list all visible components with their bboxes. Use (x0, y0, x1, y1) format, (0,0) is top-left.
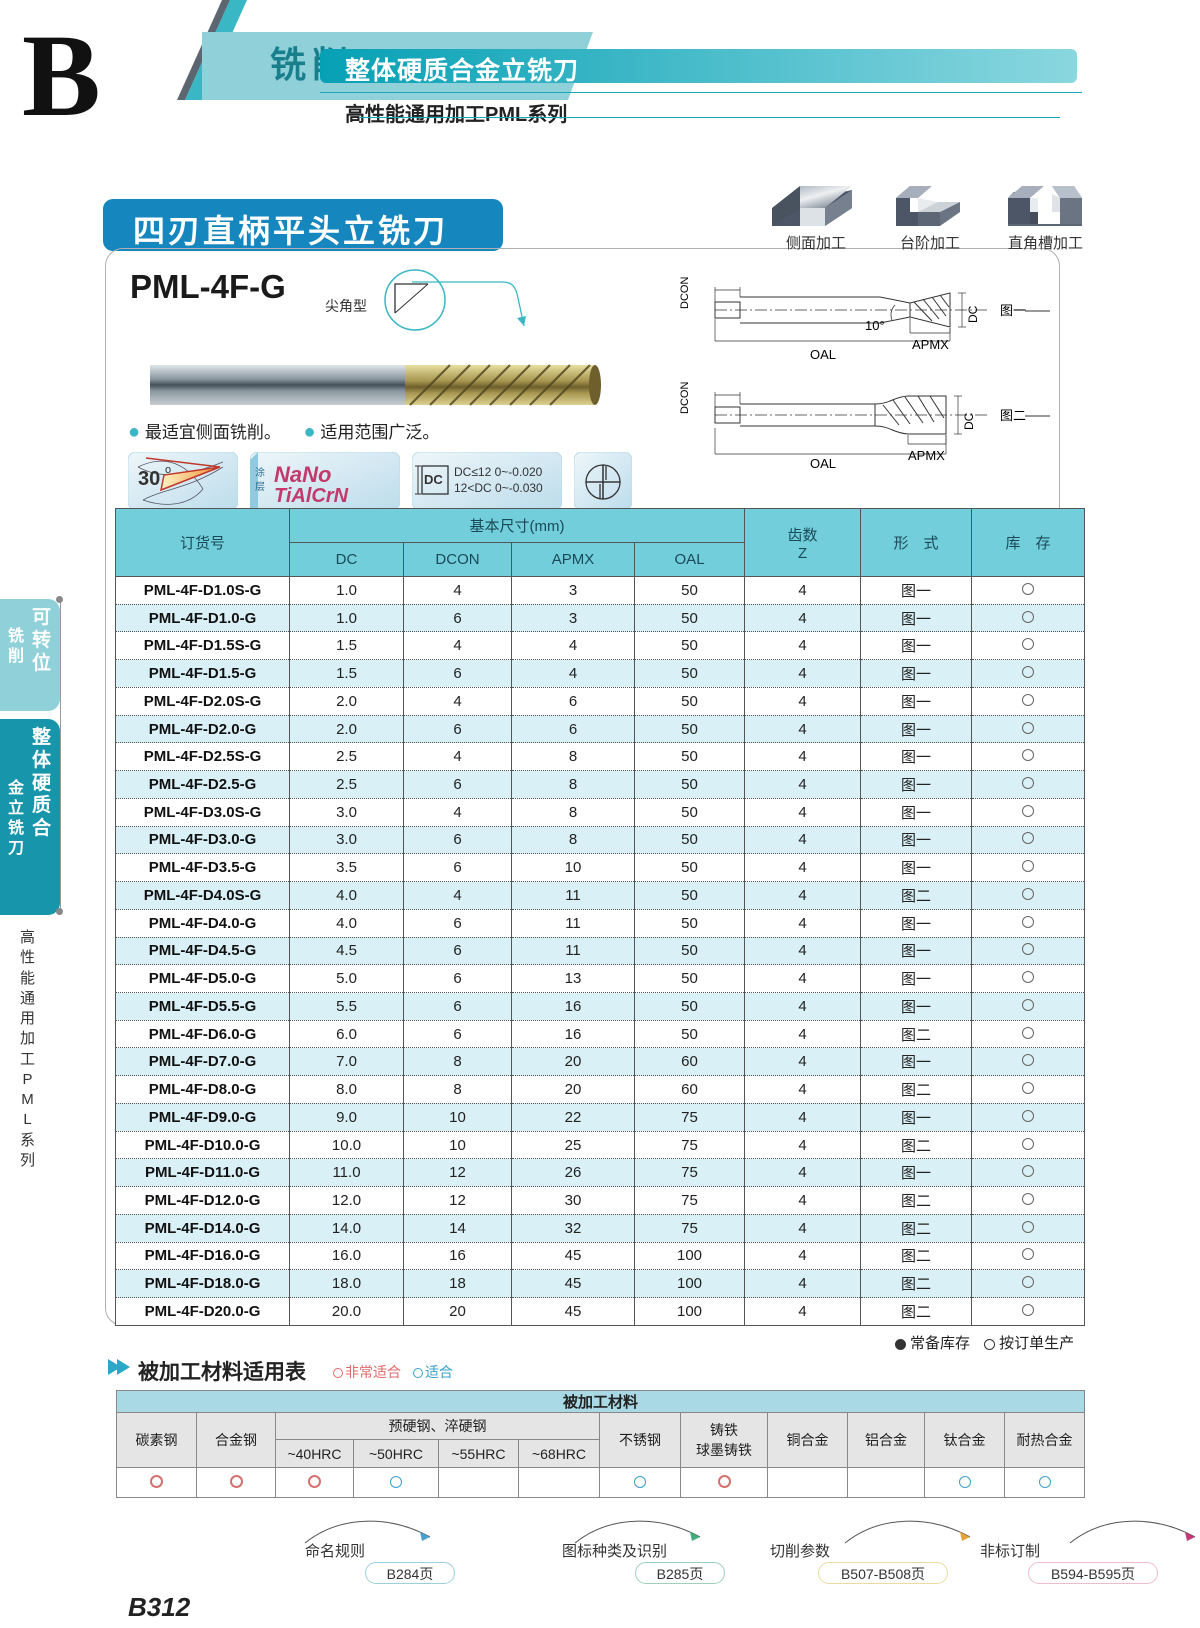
svg-text:DC≤12 0~-0.020: DC≤12 0~-0.020 (454, 465, 543, 479)
svg-text:DC: DC (962, 412, 976, 430)
svg-text:图一: 图一 (1000, 303, 1026, 318)
svg-text:30: 30 (138, 468, 160, 490)
svg-text:NaNo: NaNo (274, 462, 331, 487)
svg-text:DCON: DCON (680, 277, 691, 309)
svg-text:DC: DC (966, 305, 980, 323)
svg-text:12<DC 0~-0.030: 12<DC 0~-0.030 (454, 481, 543, 495)
svg-text:DCON: DCON (680, 382, 691, 414)
svg-text:APMX: APMX (912, 337, 949, 352)
svg-text:DC: DC (424, 472, 443, 487)
svg-text:涂: 涂 (255, 466, 265, 479)
svg-text:o: o (165, 464, 171, 476)
svg-text:APMX: APMX (908, 448, 945, 463)
svg-text:图二: 图二 (1000, 408, 1026, 423)
svg-text:10°: 10° (865, 318, 885, 333)
svg-text:OAL: OAL (810, 456, 836, 470)
svg-text:层: 层 (255, 481, 265, 493)
svg-text:TiAlCrN: TiAlCrN (274, 485, 349, 507)
svg-text:OAL: OAL (810, 347, 836, 362)
